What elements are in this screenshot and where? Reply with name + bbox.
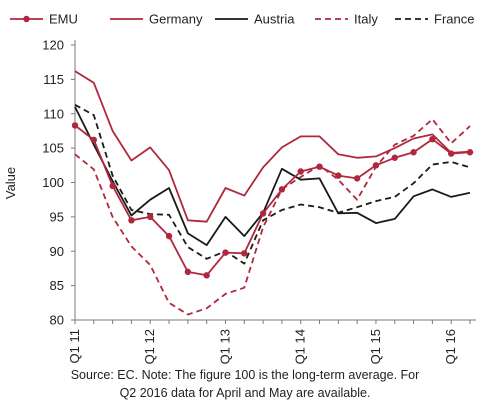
data-point-emu xyxy=(241,250,248,257)
legend: EMU Germany Austria Italy France xyxy=(10,12,474,27)
y-tick-label: 80 xyxy=(50,313,64,328)
data-point-emu xyxy=(429,135,436,143)
series-line-germany xyxy=(74,70,471,223)
series-line-italy xyxy=(74,118,471,316)
legend-item-france: France xyxy=(395,12,474,27)
x-tick-label: Q1 13 xyxy=(217,329,232,364)
y-tick-label: 105 xyxy=(42,141,64,156)
legend-label-austria: Austria xyxy=(254,12,295,27)
series-line-austria xyxy=(74,106,471,247)
data-point-emu xyxy=(278,186,286,193)
y-tick-label: 95 xyxy=(50,209,64,224)
y-tick-label: 100 xyxy=(42,175,64,190)
x-tick-label: Q1 15 xyxy=(368,329,383,364)
y-tick-label: 90 xyxy=(50,244,64,259)
source-note-line-1: Source: EC. Note: The figure 100 is the … xyxy=(70,368,420,382)
data-point-emu xyxy=(184,268,192,276)
x-tick-label: Q1 12 xyxy=(142,329,157,364)
y-tick-label: 120 xyxy=(42,38,64,53)
line-chart: EMU Germany Austria Italy France 80 85 90 95 100… xyxy=(3,12,476,364)
source-note-line-2: Q2 2016 data for April and May are avail… xyxy=(119,386,371,400)
data-point-emu xyxy=(165,232,173,240)
legend-item-germany: Germany xyxy=(110,12,203,27)
legend-item-austria: Austria xyxy=(215,12,295,27)
series-lines xyxy=(71,70,474,316)
series-line-emu xyxy=(74,124,471,277)
data-point-emu xyxy=(372,162,380,169)
data-point-emu xyxy=(222,249,229,256)
x-tick-label: Q1 11 xyxy=(67,329,82,363)
x-tick-label: Q1 14 xyxy=(293,329,308,364)
y-tick-label: 110 xyxy=(43,106,64,121)
legend-label-italy: Italy xyxy=(354,12,378,27)
y-axis: 80 85 90 95 100 105 110 115 120 xyxy=(42,38,76,328)
data-point-emu xyxy=(90,136,98,144)
data-point-emu xyxy=(128,217,135,224)
x-axis: Q1 11 Q1 12 Q1 13 Q1 14 Q1 15 Q1 16 xyxy=(67,319,476,364)
data-point-emu xyxy=(316,163,323,170)
data-point-emu xyxy=(466,149,474,156)
legend-marker-emu xyxy=(23,15,30,23)
data-point-emu xyxy=(353,175,361,182)
source-note: Source: EC. Note: The figure 100 is the … xyxy=(0,366,490,402)
data-point-emu xyxy=(335,172,342,179)
data-point-emu xyxy=(410,149,417,156)
y-tick-label: 85 xyxy=(50,278,64,293)
data-point-emu xyxy=(71,122,79,129)
x-tick-label: Q1 16 xyxy=(443,329,458,364)
data-point-emu xyxy=(203,272,210,279)
y-tick-label: 115 xyxy=(43,72,64,87)
data-point-emu xyxy=(109,182,116,190)
legend-label-france: France xyxy=(434,12,474,27)
y-axis-label: Value xyxy=(3,167,18,199)
legend-label-germany: Germany xyxy=(149,12,203,27)
data-point-emu xyxy=(147,213,154,221)
legend-label-emu: EMU xyxy=(49,12,78,27)
data-point-emu xyxy=(391,154,398,161)
legend-item-emu: EMU xyxy=(10,12,78,27)
data-point-emu xyxy=(297,168,304,175)
data-point-emu xyxy=(259,210,267,217)
series-line-france xyxy=(74,104,471,265)
legend-item-italy: Italy xyxy=(315,12,378,27)
data-point-emu xyxy=(447,150,455,157)
